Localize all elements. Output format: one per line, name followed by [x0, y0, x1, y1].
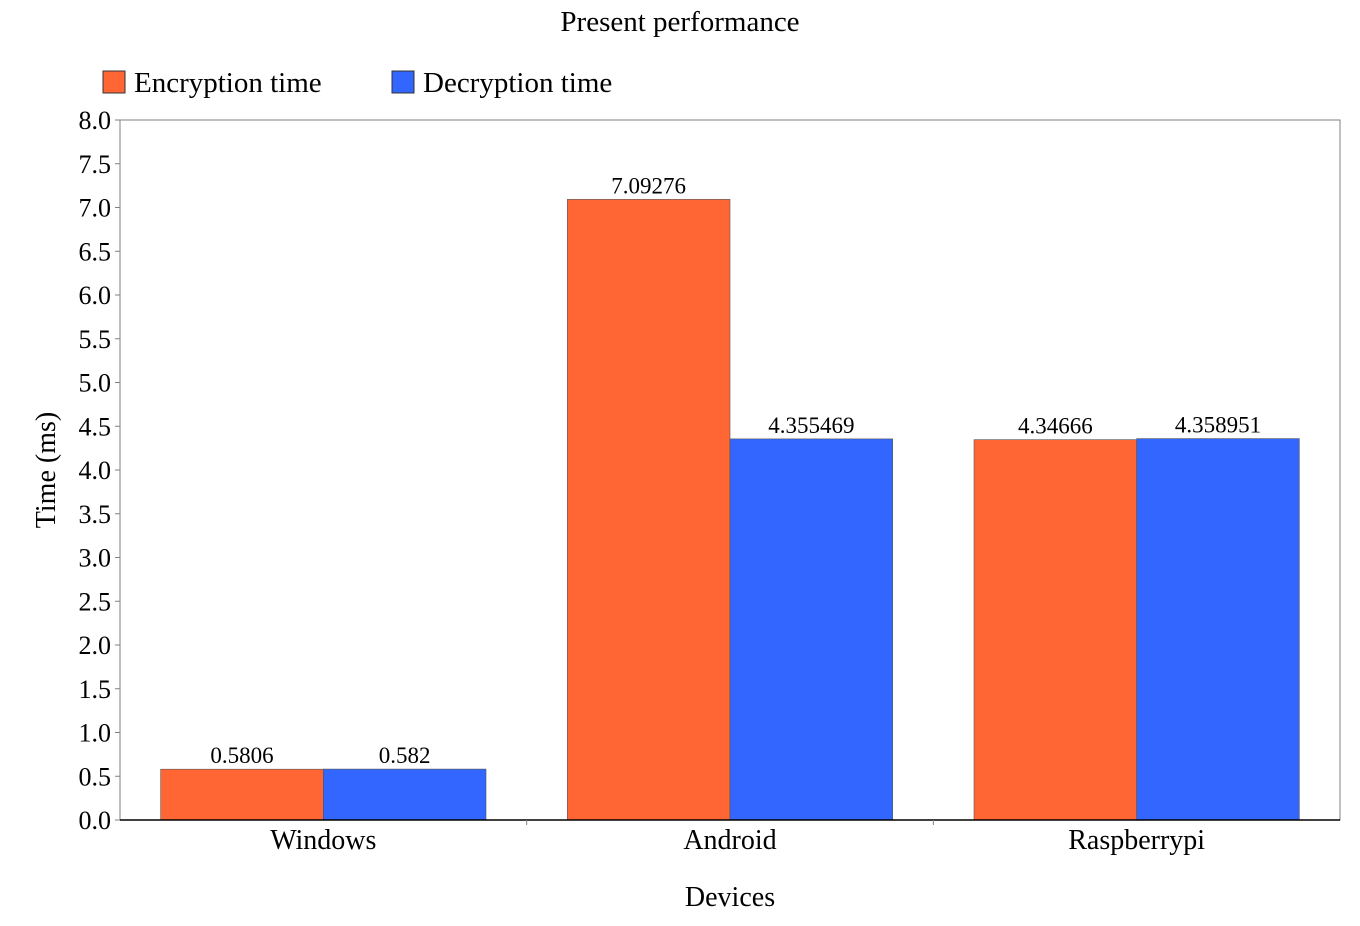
y-tick-label: 3.0 [79, 544, 112, 573]
x-tick-label-windows: Windows [270, 825, 376, 856]
x-tick-label-android: Android [683, 825, 776, 856]
chart-title: Present performance [560, 6, 799, 38]
bars [160, 199, 1300, 821]
legend-swatch-decryption [391, 70, 415, 94]
bar-decryption-time-raspberrypi [1136, 438, 1300, 821]
bar-encryption-time-android [567, 199, 731, 821]
y-tick-label: 2.5 [79, 587, 112, 616]
y-tick-label: 5.0 [79, 369, 112, 398]
bar-decryption-time-windows [323, 768, 487, 821]
bar-decryption-time-android [729, 438, 893, 821]
y-axis-title: Time (ms) [31, 412, 62, 528]
bar-encryption-time-raspberrypi [973, 439, 1137, 821]
value-label-bg [203, 742, 281, 769]
y-tick-label: 7.5 [79, 150, 112, 179]
x-axis: Windows Android Raspberrypi [120, 819, 1340, 856]
value-label-decryption-time-raspberrypi: 4.358951 [1175, 413, 1261, 438]
legend-label-encryption: Encryption time [134, 67, 322, 99]
y-tick-label: 8.0 [79, 106, 112, 135]
value-label-bg [1168, 411, 1268, 438]
value-label-bg [761, 411, 862, 438]
y-tick-label: 2.0 [79, 631, 112, 660]
y-tick-label: 6.0 [79, 281, 112, 310]
y-tick-label: 4.0 [79, 456, 112, 485]
y-tick-label: 7.0 [79, 194, 112, 223]
y-axis: 0.0 0.5 1.0 1.5 2.0 2.5 3.0 3.5 4.0 4.5 5.0 5.5 6.0 6… [79, 106, 120, 835]
value-label-encryption-time-raspberrypi: 4.34666 [1018, 414, 1093, 439]
y-tick-label: 3.5 [79, 500, 112, 529]
x-axis-title: Devices [685, 882, 775, 913]
y-tick-label: 0.5 [79, 762, 112, 791]
value-label-bg [1011, 412, 1100, 439]
value-labels: 0.5806 7.09276 4.34666 0.582 4.355469 4.35895… [203, 172, 1268, 769]
value-label-encryption-time-android: 7.09276 [611, 173, 686, 198]
y-tick-label: 5.5 [79, 325, 112, 354]
bar-encryption-time-windows [160, 768, 324, 821]
value-label-encryption-time-windows: 0.5806 [210, 743, 273, 768]
y-tick-label: 0.0 [79, 806, 112, 835]
x-tick-label-raspberrypi: Raspberrypi [1068, 825, 1205, 856]
y-tick-label: 1.5 [79, 675, 112, 704]
y-tick-label: 6.5 [79, 237, 112, 266]
y-tick-label: 4.5 [79, 412, 112, 441]
value-label-decryption-time-android: 4.355469 [768, 413, 854, 438]
legend-label-decryption: Decryption time [423, 67, 612, 99]
y-tick-label: 1.0 [79, 719, 112, 748]
value-label-bg [604, 172, 693, 199]
legend: Encryption time Decryption time [102, 67, 612, 99]
value-label-bg [372, 742, 437, 769]
value-label-decryption-time-windows: 0.582 [379, 743, 431, 768]
legend-swatch-encryption [102, 70, 126, 94]
